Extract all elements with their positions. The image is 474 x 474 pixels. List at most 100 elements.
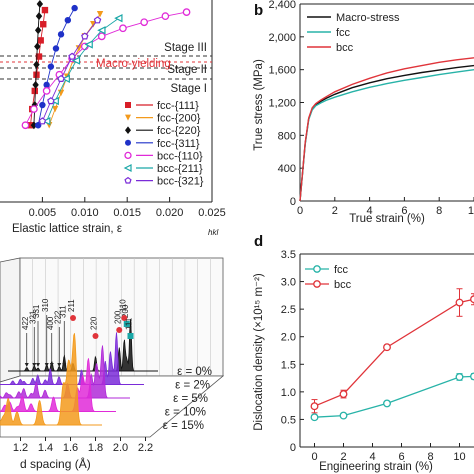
panel-d-legend-marker xyxy=(313,265,321,273)
panel-d-x-tick-label: 6 xyxy=(398,451,404,463)
panel-d-x-tick-label: 10 xyxy=(453,451,465,463)
panel-c-x-tick-label: 1.8 xyxy=(88,442,103,454)
panel-a-data-point xyxy=(34,26,42,35)
panel-d-x-axis-title: Engineering strain (%) xyxy=(319,461,433,473)
panel-c-peak-label: 310 xyxy=(41,298,50,312)
panel-a-data-point xyxy=(35,53,43,60)
panel-b-x-tick-label: 6 xyxy=(401,205,407,217)
panel-a-data-point xyxy=(90,21,97,28)
panel-a-x-tick-label: 0.015 xyxy=(113,207,141,219)
panel-c-peak-arrowhead xyxy=(44,363,49,367)
panel-c-strain-label: ε = 2% xyxy=(175,380,210,392)
panel-c-side-wall xyxy=(0,257,21,383)
panel-a-legend-marker xyxy=(124,176,132,184)
panel-c-peak-label: 111 xyxy=(125,317,134,330)
panel-a-data-point xyxy=(37,37,44,44)
panel-c-peak-label: 211 xyxy=(67,299,76,312)
panel-d-y-tick-label: 0 xyxy=(290,442,296,454)
panel-b-legend: Macro-stress fcc bcc xyxy=(307,12,400,54)
panel-d-y-axis-title: Dislocation density (×10¹⁵ m⁻²) xyxy=(253,273,265,431)
panel-b-y-tick-label: 1,600 xyxy=(268,65,296,77)
panel-d-y-tick-label: 0.5 xyxy=(281,414,296,426)
panel-a-data-point xyxy=(40,21,47,28)
panel-a-x-axis-title: Elastic lattice strain, ε xyxy=(12,223,122,235)
panel-c-x-ticks: 1.2 1.4 1.6 1.8 2.0 2.2 xyxy=(13,437,153,454)
panel-a-legend-label: fcc-{311} xyxy=(157,138,200,150)
panel-a-data-point xyxy=(36,0,44,9)
panel-b-series-lines xyxy=(299,57,474,202)
panel-d-data-point xyxy=(455,298,464,307)
panel-a-data-point xyxy=(43,81,50,89)
panel-a-x-tick-label: 0.010 xyxy=(71,207,99,219)
panel-c-fcc-peak-marker xyxy=(123,321,130,327)
panel-c-strain-label: ε = 5% xyxy=(173,393,208,405)
panel-a-x-axis-title-subscript: hkl xyxy=(208,228,218,237)
panel-b-legend-label: Macro-stress xyxy=(336,12,400,24)
panel-c-x-tick-label: 1.6 xyxy=(63,442,78,454)
panel-a-data-point xyxy=(33,60,40,69)
panel-a-data-points xyxy=(21,0,191,130)
stage-ii-label: Stage II xyxy=(167,64,207,76)
panel-d-legend: fcc bcc xyxy=(305,264,352,291)
panel-a-data-point xyxy=(31,87,38,95)
panel-d-data-point xyxy=(470,295,474,304)
panel-a-data-point xyxy=(71,56,81,65)
panel-c-peak-label: 311 xyxy=(58,305,67,318)
panel-b-x-tick-label: 4 xyxy=(367,205,373,217)
panel-c-peak-arrowhead xyxy=(62,363,67,367)
panel-d-axes: 0 2 4 6 8 10 0 0.5 1.0 1.5 2.0 2.5 3.0 3.5 xyxy=(281,249,474,463)
panel-b-y-tick-label: 800 xyxy=(278,130,296,142)
panel-d-series xyxy=(310,288,474,422)
panel-d-x-tick-label: 8 xyxy=(427,451,433,463)
panel-a-legend-marker xyxy=(125,102,131,108)
panel-a-data-point xyxy=(34,122,42,129)
panel-b-x-tick-label: 2 xyxy=(332,205,338,217)
panel-a-legend-label: fcc-{200} xyxy=(157,113,201,125)
panel-c-peak-label: 110 xyxy=(118,299,127,312)
panel-a-legend-box xyxy=(118,96,210,191)
panel-a-legend-label: bcc-{110} xyxy=(157,150,203,162)
panel-c-peak-arrowhead xyxy=(24,363,29,367)
panel-c-strain-label: ε = 0% xyxy=(177,366,212,378)
panel-b-legend-label: fcc xyxy=(336,27,351,39)
panel-a-data-point xyxy=(32,80,39,89)
panel-b-series-line xyxy=(299,69,474,202)
panel-a-data-point xyxy=(68,52,76,60)
panel-d-data-point xyxy=(339,390,348,399)
panel-c-bcc-peak-marker xyxy=(92,333,99,339)
panel-c-x-axis-title: d spacing (Å) xyxy=(20,456,91,471)
panel-b-y-tick-label: 2,400 xyxy=(268,0,296,11)
panel-a-data-point xyxy=(97,26,106,35)
panel-d-x-tick-label: 2 xyxy=(340,451,346,463)
panel-c-peak-arrowhead xyxy=(57,363,62,367)
panel-b-x-tick-label: 10 xyxy=(468,205,474,217)
panel-d-x-tick-label: 4 xyxy=(369,451,375,463)
panel-a-data-point xyxy=(34,42,41,51)
panel-c-floor xyxy=(0,375,225,438)
panel-a-data-point xyxy=(47,97,55,105)
macro-yielding-label: Macro-yielding xyxy=(96,58,171,70)
panel-c-peak-label: 321 xyxy=(28,310,37,324)
panel-b-stress-strain-plot: b 0 2 4 6 8 10 0 400 800 1,200 1,600 2,000 2,400 Mac… xyxy=(253,0,474,225)
panel-c-peak-arrowhead xyxy=(49,363,54,367)
panel-c-peak-arrowhead xyxy=(32,363,37,367)
panel-b-series-line xyxy=(299,57,474,202)
panel-d-x-tick-label: 0 xyxy=(311,451,317,463)
panel-a-data-point xyxy=(96,10,104,18)
panel-a-data-point xyxy=(57,74,65,83)
panel-a-data-point xyxy=(93,16,102,24)
panel-a-data-point xyxy=(27,122,34,129)
panel-a-x-tick-label: 0.020 xyxy=(156,207,184,219)
panel-a-data-point xyxy=(75,45,83,52)
panel-b-y-tick-label: 0 xyxy=(290,196,296,208)
panel-a-data-point xyxy=(114,14,123,23)
panel-c-x-tick-label: 1.4 xyxy=(38,442,53,454)
panel-c-peak-label: 200 xyxy=(121,304,130,318)
panel-a-data-point xyxy=(84,40,93,49)
panel-d-data-point xyxy=(310,413,319,422)
panel-a-data-point xyxy=(35,12,43,21)
panel-d-y-tick-label: 1.5 xyxy=(281,359,296,371)
panel-a-data-point xyxy=(47,63,55,70)
